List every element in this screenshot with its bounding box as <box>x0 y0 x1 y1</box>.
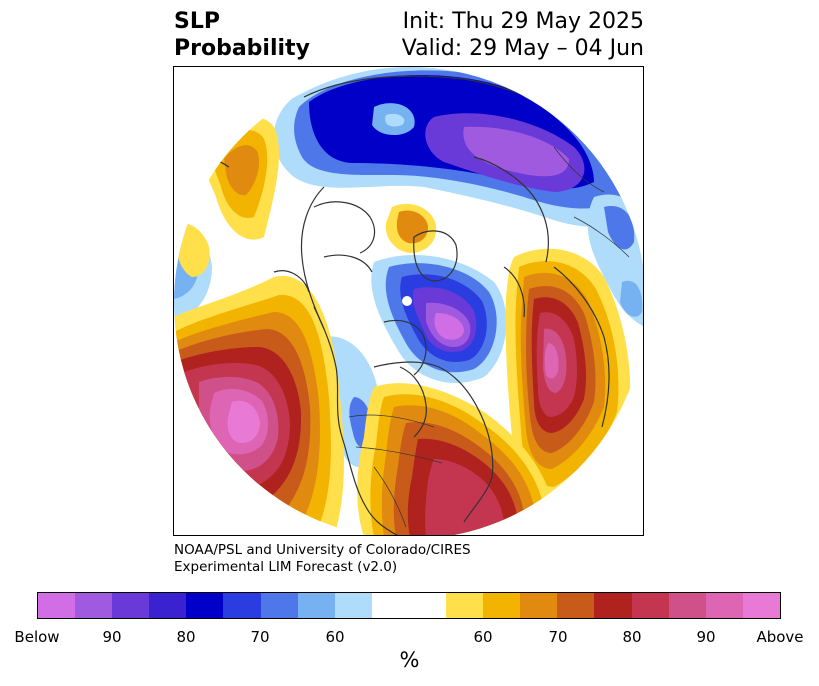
colorbar-segment <box>742 593 780 618</box>
colorbar-segment <box>260 593 298 618</box>
credit-line-1: NOAA/PSL and University of Colorado/CIRE… <box>174 542 471 558</box>
title-line-probability: Probability <box>174 36 310 61</box>
tick-label: 80 <box>176 628 196 646</box>
colorbar-segment <box>408 593 447 618</box>
map-canvas <box>174 67 643 535</box>
forecast-dates: Init: Thu 29 May 2025 Valid: 29 May – 04… <box>402 8 644 62</box>
credit: NOAA/PSL and University of Colorado/CIRE… <box>174 542 471 576</box>
colorbar-segment <box>149 593 187 618</box>
colorbar-segment <box>371 593 409 618</box>
tick-label: 70 <box>250 628 270 646</box>
valid-range: Valid: 29 May – 04 Jun <box>401 36 644 61</box>
colorbar-segment <box>483 593 521 618</box>
colorbar <box>37 592 781 619</box>
probability-map <box>173 66 644 536</box>
colorbar-segment <box>557 593 595 618</box>
colorbar-segment <box>38 593 76 618</box>
tick-label: 60 <box>325 628 345 646</box>
tick-label: 90 <box>696 628 716 646</box>
colorbar-segment <box>520 593 558 618</box>
map-title: SLP Probability <box>174 8 310 62</box>
colorbar-segment <box>297 593 335 618</box>
init-date: Init: Thu 29 May 2025 <box>402 9 644 34</box>
colorbar-segment <box>223 593 261 618</box>
tick-label: 70 <box>548 628 568 646</box>
tick-label: Above <box>756 628 804 646</box>
colorbar-segment <box>112 593 150 618</box>
colorbar-segment <box>668 593 706 618</box>
colorbar-segment <box>631 593 669 618</box>
colorbar-segment <box>446 593 484 618</box>
tick-label: 90 <box>102 628 122 646</box>
tick-label: 80 <box>622 628 642 646</box>
colorbar-segment <box>186 593 224 618</box>
colorbar-segment <box>334 593 372 618</box>
colorbar-segment <box>594 593 632 618</box>
tick-label: Below <box>14 628 60 646</box>
colorbar-segment <box>705 593 743 618</box>
tick-label: 60 <box>473 628 493 646</box>
title-line-slp: SLP <box>174 9 220 34</box>
credit-line-2: Experimental LIM Forecast (v2.0) <box>174 559 398 575</box>
colorbar-segment <box>75 593 113 618</box>
colorbar-unit: % <box>399 648 420 672</box>
colorbar-ticks: Below 90 80 70 60 60 70 80 90 Above <box>0 628 819 648</box>
